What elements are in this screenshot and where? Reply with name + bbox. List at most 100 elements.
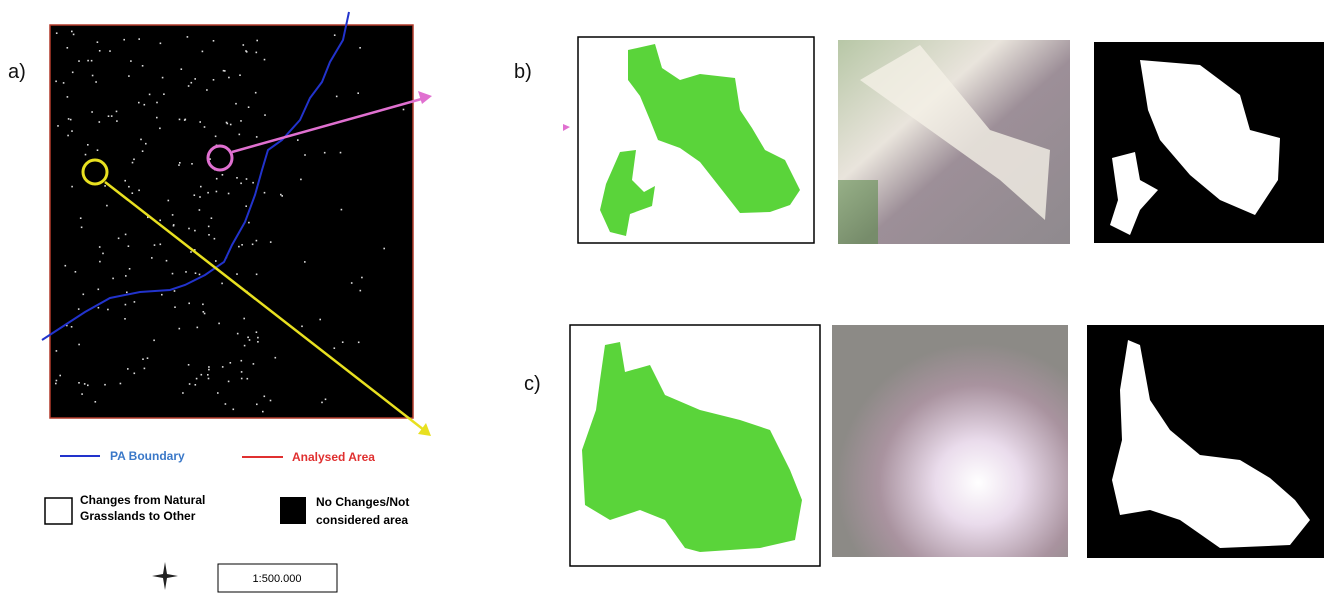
legend-label: considered area	[316, 513, 408, 527]
change-pixel	[252, 182, 254, 184]
change-pixel	[243, 318, 245, 320]
change-pixel	[360, 290, 362, 292]
change-pixel	[125, 304, 127, 306]
change-pixel	[342, 341, 344, 343]
change-pixel	[245, 205, 247, 207]
change-pixel	[247, 337, 249, 339]
change-pixel	[257, 341, 259, 343]
change-pixel	[166, 260, 168, 262]
change-pixel	[191, 82, 193, 84]
change-pixel	[216, 191, 218, 193]
change-pixel	[127, 368, 129, 370]
change-pixel	[84, 383, 86, 385]
change-pixel	[182, 392, 184, 394]
change-pixel	[241, 360, 243, 362]
change-pixel	[199, 121, 201, 123]
change-pixel	[239, 74, 241, 76]
change-pixel	[104, 185, 106, 187]
change-pixel	[204, 313, 206, 315]
change-pixel	[179, 162, 181, 164]
change-pixel	[142, 65, 144, 67]
change-pixel	[252, 244, 254, 246]
change-pixel	[99, 246, 101, 248]
change-pixel	[189, 383, 191, 385]
change-pixel	[174, 290, 176, 292]
change-pixel	[194, 194, 196, 196]
change-pixel	[334, 34, 336, 36]
change-pixel	[70, 119, 72, 121]
change-pixel	[336, 96, 338, 98]
legend-label: Changes from Natural	[80, 493, 205, 507]
change-pixel	[200, 186, 202, 188]
change-pixel	[144, 104, 146, 106]
change-pixel	[341, 209, 343, 211]
change-pixel	[256, 404, 258, 406]
change-pixel	[256, 40, 258, 42]
change-pixel	[56, 32, 58, 34]
change-pixel	[124, 318, 126, 320]
change-pixel	[80, 217, 82, 219]
change-pixel	[97, 149, 99, 151]
change-pixel	[87, 60, 89, 62]
change-pixel	[403, 109, 405, 111]
change-pixel	[65, 265, 67, 267]
change-pixel	[248, 106, 250, 108]
change-pixel	[159, 128, 161, 130]
arrow-tip	[563, 124, 570, 131]
change-pixel	[126, 292, 128, 294]
change-pixel	[241, 244, 243, 246]
change-pixel	[125, 234, 127, 236]
change-pixel	[142, 150, 144, 152]
change-pixel	[247, 378, 249, 380]
change-pixel	[72, 72, 74, 74]
change-pixel	[255, 92, 257, 94]
change-pixel	[324, 152, 326, 154]
change-pixel	[124, 180, 126, 182]
change-pixel	[238, 246, 240, 248]
change-pixel	[228, 193, 230, 195]
change-pixel	[222, 366, 224, 368]
change-pixel	[99, 50, 101, 52]
change-pixel	[87, 385, 89, 387]
change-pixel	[57, 125, 59, 127]
change-pixel	[181, 68, 183, 70]
change-pixel	[256, 240, 258, 242]
change-pixel	[156, 117, 158, 119]
change-pixel	[56, 350, 58, 352]
change-pixel	[208, 366, 210, 368]
change-pixel	[132, 192, 134, 194]
change-pixel	[240, 183, 242, 185]
change-pixel	[188, 303, 190, 305]
change-pixel	[236, 177, 238, 179]
change-pixel	[217, 392, 219, 394]
change-pixel	[383, 248, 385, 250]
change-pixel	[241, 378, 243, 380]
change-pixel	[275, 357, 277, 359]
change-pixel	[159, 220, 161, 222]
legend-swatch	[45, 498, 72, 524]
figure: a) b) c) PA Boundary Analysed Area Chang…	[0, 0, 1334, 594]
change-pixel	[249, 339, 251, 341]
change-pixel	[142, 358, 144, 360]
change-pixel	[236, 273, 238, 275]
change-pixel	[226, 122, 228, 124]
change-pixel	[211, 217, 213, 219]
change-pixel	[253, 363, 255, 365]
satellite-image	[832, 325, 1068, 557]
change-pixel	[202, 304, 204, 306]
change-pixel	[179, 328, 181, 330]
change-pixel	[262, 411, 264, 413]
change-pixel	[187, 36, 189, 38]
change-pixel	[256, 136, 258, 138]
change-pixel	[160, 244, 162, 246]
change-pixel	[256, 52, 258, 54]
change-pixel	[112, 278, 114, 280]
change-pixel	[107, 309, 109, 311]
change-pixel	[270, 241, 272, 243]
change-pixel	[208, 234, 210, 236]
legend-label: Grasslands to Other	[80, 509, 196, 523]
change-pixel	[243, 44, 245, 46]
change-pixel	[240, 120, 242, 122]
panel-label: b)	[514, 61, 532, 83]
change-pixel	[73, 34, 75, 36]
